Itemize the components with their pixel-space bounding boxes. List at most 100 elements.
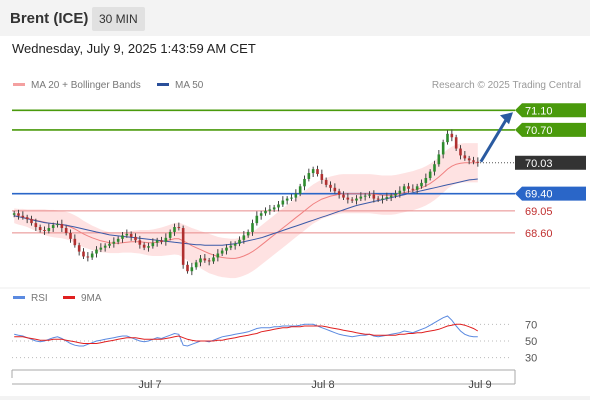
rsi-tick-label: 50 (525, 336, 537, 348)
candle-body (147, 246, 150, 248)
rsi-swatch (13, 295, 25, 299)
level-label-69.40: 69.40 (525, 189, 553, 201)
candle-body (337, 191, 341, 195)
candle-body (194, 262, 198, 268)
candle-body (212, 257, 215, 262)
candle-body (329, 184, 332, 188)
header-bar: Brent (ICE) 30 MIN (0, 0, 590, 36)
candle-body (437, 154, 441, 165)
candle-body (389, 195, 393, 198)
candle-body (90, 253, 94, 258)
candle-body (385, 197, 389, 199)
candle-body (446, 133, 449, 143)
current-price-tag (515, 155, 586, 170)
candle-body (450, 133, 454, 138)
candle-body (411, 188, 415, 190)
timeframe-button[interactable]: 30 MIN (92, 7, 145, 31)
candle-body (56, 224, 59, 226)
credit-label: Research © 2025 Trading Central (431, 80, 581, 91)
candle-body (454, 137, 458, 149)
ma20-swatch (13, 82, 25, 86)
candle-body (86, 256, 90, 258)
candle-body (77, 245, 81, 252)
rsi-tick-label: 70 (525, 319, 537, 331)
candle-body (203, 258, 207, 261)
bollinger-band (14, 143, 478, 279)
legend-ma20-label: MA 20 + Bollinger Bands (31, 80, 141, 91)
candle-body (134, 236, 137, 241)
candle-body (21, 215, 25, 218)
x-tick-label: Jul 8 (311, 379, 334, 391)
projection-arrow (479, 117, 509, 163)
candle-body (216, 253, 220, 258)
candle-body (298, 186, 302, 194)
level-label-68.60: 68.60 (525, 228, 553, 240)
candle-body (259, 213, 263, 216)
x-tick-label: Jul 7 (138, 379, 161, 391)
candle-body (359, 196, 363, 199)
candles (12, 129, 480, 276)
candle-body (467, 158, 471, 161)
datetime-label: Wednesday, July 9, 2025 1:43:59 AM CET (12, 41, 256, 56)
candle-body (242, 235, 246, 240)
candle-body (25, 217, 29, 220)
candle-body (64, 228, 68, 233)
candle-body (415, 186, 419, 190)
candle-body (43, 229, 46, 231)
legend-rsi-label: RSI (31, 293, 48, 304)
candle-body (38, 227, 42, 230)
candle-body (116, 238, 120, 242)
candle-body (99, 247, 103, 250)
legend-rsi-ma-label: 9MA (81, 293, 102, 304)
candle-body (285, 198, 289, 201)
candle-body (376, 198, 380, 200)
candle-body (82, 251, 85, 257)
candle-body (424, 177, 428, 183)
candle-body (121, 235, 124, 239)
candle-body (73, 238, 77, 246)
current-price-label: 70.03 (525, 158, 553, 170)
legend-rsi: RSI (13, 293, 48, 304)
level-tag-shape (515, 122, 586, 137)
candle-body (476, 161, 480, 163)
candle-body (264, 210, 267, 214)
candle-body (428, 171, 432, 178)
candle-body (103, 245, 107, 248)
level-label-71.10: 71.10 (525, 105, 553, 117)
candle-body (402, 186, 406, 191)
candle-body (199, 258, 202, 263)
candle-body (290, 197, 293, 199)
level-label-69.05: 69.05 (525, 206, 553, 218)
candle-body (463, 155, 467, 159)
candle-body (233, 243, 237, 246)
candle-body (108, 243, 111, 246)
candle-body (441, 142, 445, 155)
level-tag-71.10: 71.10 (515, 103, 586, 118)
candle-body (164, 237, 168, 242)
candle-body (342, 194, 345, 198)
candle-body (459, 148, 462, 156)
level-tag-69.40: 69.40 (515, 186, 586, 201)
candle-body (207, 260, 211, 262)
candle-body (355, 198, 358, 201)
candle-body (311, 169, 315, 174)
candle-body (220, 250, 224, 254)
candle-body (34, 223, 38, 228)
candle-body (129, 233, 133, 237)
legend-ma50: MA 50 (157, 80, 203, 91)
x-tick-label: Jul 9 (468, 379, 491, 391)
candle-body (294, 193, 298, 198)
candle-body (151, 242, 155, 247)
candle-body (381, 198, 384, 200)
candle-body (320, 174, 324, 180)
candle-body (181, 228, 185, 265)
candle-body (255, 215, 259, 224)
footer-bar (0, 396, 590, 400)
candle-body (420, 182, 423, 187)
candle-body (251, 223, 254, 232)
candle-body (350, 199, 354, 201)
legend-ma50-label: MA 50 (175, 80, 204, 91)
level-tag-shape (515, 186, 586, 201)
candle-body (372, 194, 376, 199)
candle-body (190, 267, 194, 272)
